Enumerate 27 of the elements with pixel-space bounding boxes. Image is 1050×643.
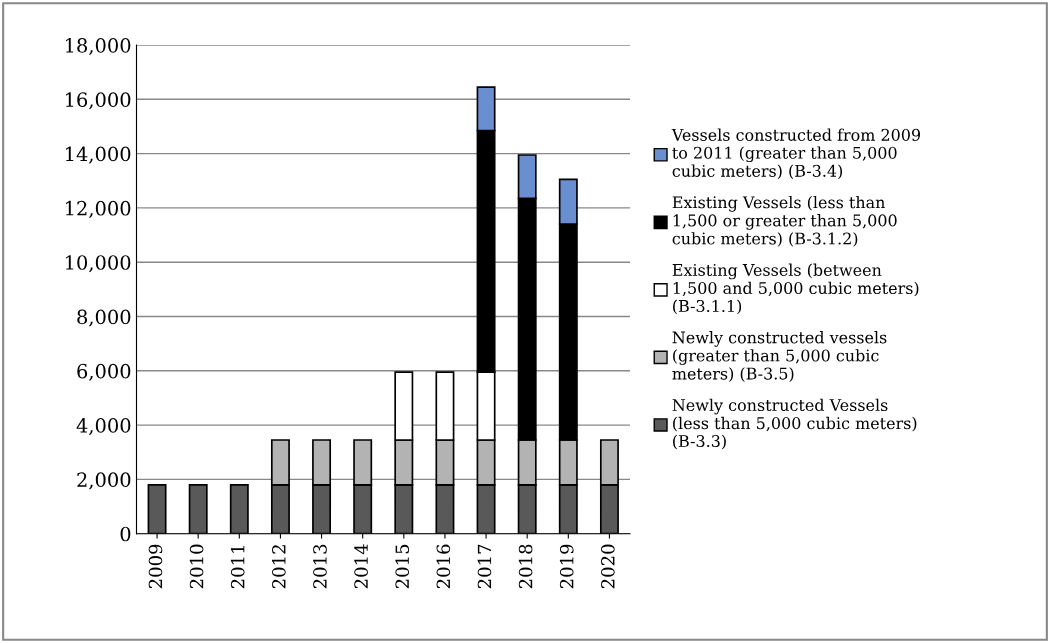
x-tick-label: 2020 (601, 544, 615, 589)
x-tick-label: 2017 (477, 544, 492, 589)
legend-label: Existing Vessels (between 1,500 and 5,000 cubic meters) (B-3.1.1) (672, 263, 919, 315)
x-tick-label: 2009 (148, 544, 163, 589)
legend-label: Existing Vessels (less than 1,500 or greater than 5,000 cubic meters) (B-3.1.2) (672, 195, 897, 247)
legend-label: Newly constructed Vessels (less than 5,000 cubic meters) (B-3.3) (672, 398, 917, 450)
y-tick-label: 4,000 (76, 418, 131, 436)
x-tick-label: 2012 (272, 545, 286, 589)
x-tick-label: 2013 (313, 544, 327, 589)
y-tick-label: 2,000 (77, 472, 131, 490)
x-tick-label: 2011 (230, 545, 245, 589)
x-tick-label: 2010 (189, 544, 204, 589)
legend-label: Vessels constructed from 2009 to 2011 (greater than 5,000 cubic meters) (B-3.4) (671, 128, 921, 180)
y-tick-label: 8,000 (77, 309, 131, 327)
x-tick-label: 2018 (518, 544, 533, 589)
y-tick-label: 6,000 (77, 363, 131, 381)
y-tick-label: 10,000 (65, 255, 131, 273)
y-tick-label: 16,000 (65, 92, 131, 110)
y-tick-label: 14,000 (65, 146, 131, 164)
y-tick-label: 12,000 (65, 200, 131, 218)
x-tick-label: 2019 (559, 544, 574, 589)
y-tick-label: 18,000 (65, 37, 131, 56)
x-tick-label: 2014 (354, 544, 368, 589)
legend-label: Newly constructed vessels (greater than 5,000 cubic meters) (B-3.5) (672, 331, 887, 382)
y-tick-label: 0 (120, 526, 131, 542)
x-tick-label: 2015 (395, 544, 410, 589)
x-tick-label: 2016 (436, 544, 451, 589)
